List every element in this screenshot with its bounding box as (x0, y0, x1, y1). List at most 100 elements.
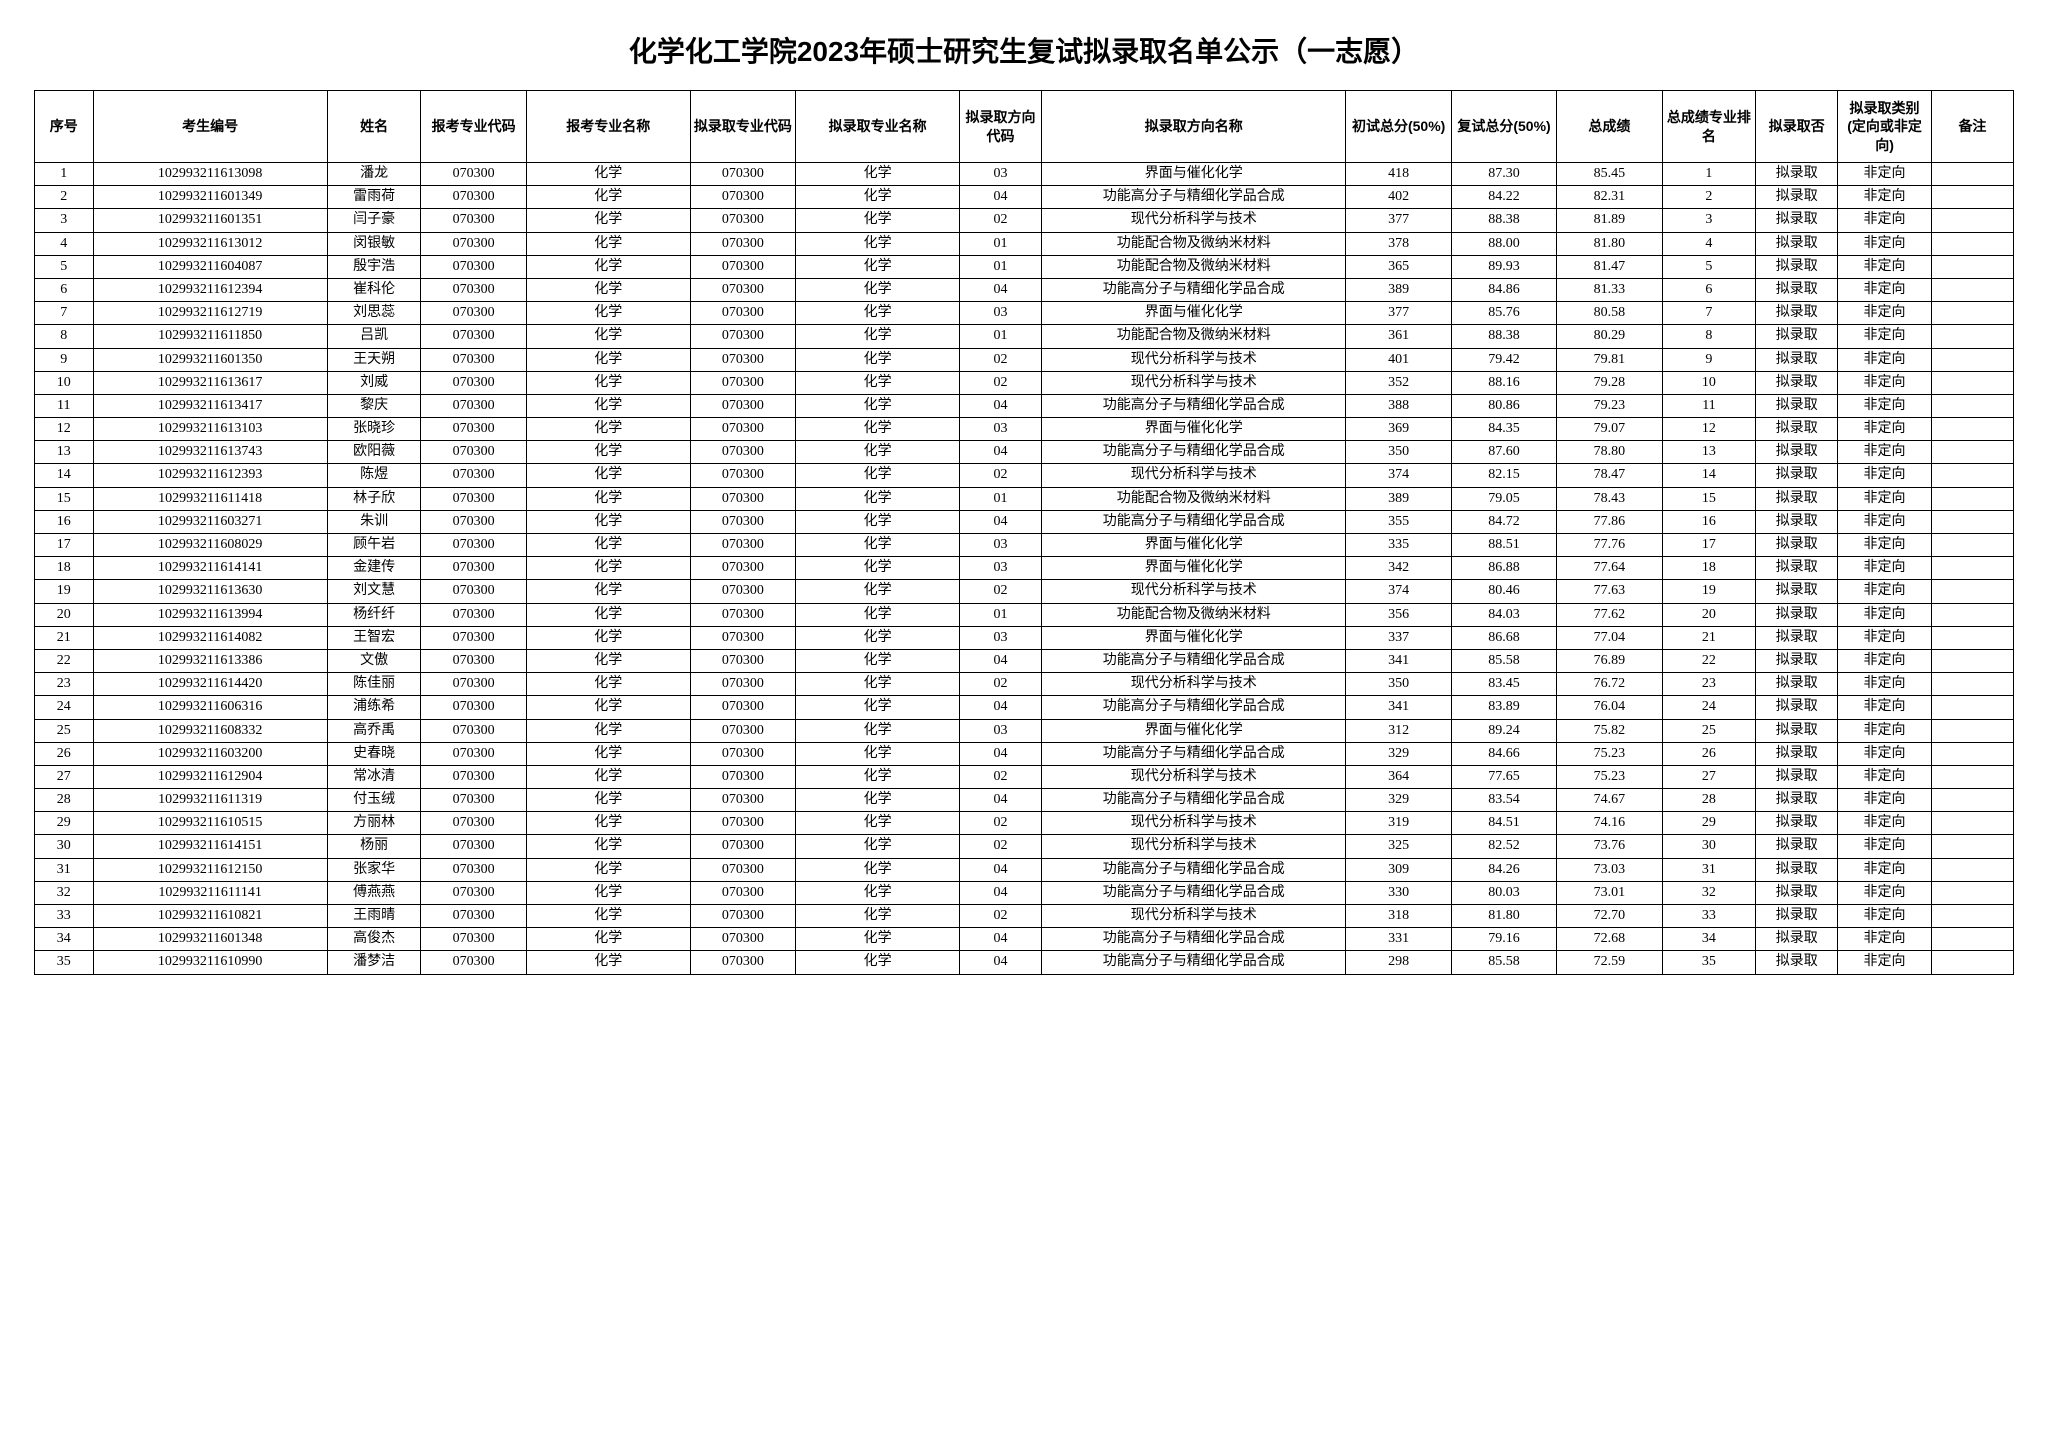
table-cell: 10 (1662, 371, 1756, 394)
table-cell: 331 (1346, 928, 1451, 951)
table-body: 1102993211613098潘龙070300化学070300化学03界面与催… (35, 163, 2014, 975)
table-cell: 化学 (796, 858, 960, 881)
table-cell: 傅燕燕 (327, 881, 421, 904)
table-cell: 04 (960, 441, 1042, 464)
table-cell: 功能配合物及微纳米材料 (1042, 232, 1346, 255)
table-cell: 化学 (796, 603, 960, 626)
table-cell: 070300 (421, 649, 526, 672)
table-cell (1931, 649, 2013, 672)
table-cell: 070300 (421, 905, 526, 928)
table-cell: 32 (35, 881, 94, 904)
table-cell: 070300 (421, 209, 526, 232)
table-cell: 界面与催化化学 (1042, 534, 1346, 557)
table-cell: 01 (960, 603, 1042, 626)
table-cell: 070300 (690, 626, 795, 649)
column-header: 姓名 (327, 91, 421, 163)
table-cell: 化学 (526, 302, 690, 325)
table-cell: 102993211613743 (93, 441, 327, 464)
table-row: 8102993211611850吕凯070300化学070300化学01功能配合… (35, 325, 2014, 348)
table-cell: 102993211603271 (93, 510, 327, 533)
table-cell: 070300 (421, 881, 526, 904)
table-cell: 非定向 (1838, 325, 1932, 348)
table-cell: 02 (960, 348, 1042, 371)
table-cell: 化学 (526, 580, 690, 603)
table-cell: 102993211606316 (93, 696, 327, 719)
table-cell: 298 (1346, 951, 1451, 974)
table-cell: 74.67 (1557, 789, 1662, 812)
table-row: 13102993211613743欧阳薇070300化学070300化学04功能… (35, 441, 2014, 464)
table-cell: 77.76 (1557, 534, 1662, 557)
table-cell: 化学 (526, 418, 690, 441)
table-cell: 070300 (690, 789, 795, 812)
table-cell: 界面与催化化学 (1042, 163, 1346, 186)
table-cell (1931, 186, 2013, 209)
table-cell: 拟录取 (1756, 673, 1838, 696)
table-cell: 01 (960, 255, 1042, 278)
table-cell: 24 (35, 696, 94, 719)
table-cell: 352 (1346, 371, 1451, 394)
table-cell: 拟录取 (1756, 557, 1838, 580)
table-cell: 070300 (421, 719, 526, 742)
table-cell: 潘梦洁 (327, 951, 421, 974)
table-cell: 03 (960, 534, 1042, 557)
table-cell: 070300 (421, 580, 526, 603)
table-cell: 非定向 (1838, 186, 1932, 209)
table-cell: 73.01 (1557, 881, 1662, 904)
table-cell: 070300 (690, 186, 795, 209)
table-cell: 非定向 (1838, 649, 1932, 672)
column-header: 报考专业代码 (421, 91, 526, 163)
table-cell: 化学 (526, 649, 690, 672)
table-cell: 377 (1346, 209, 1451, 232)
table-cell: 界面与催化化学 (1042, 719, 1346, 742)
table-cell: 02 (960, 812, 1042, 835)
table-cell: 黎庆 (327, 394, 421, 417)
table-cell: 070300 (690, 742, 795, 765)
table-cell: 102993211601349 (93, 186, 327, 209)
table-cell: 75.82 (1557, 719, 1662, 742)
table-cell: 02 (960, 905, 1042, 928)
table-cell: 17 (1662, 534, 1756, 557)
table-cell: 史春晓 (327, 742, 421, 765)
table-cell: 72.59 (1557, 951, 1662, 974)
table-cell: 77.04 (1557, 626, 1662, 649)
table-cell: 拟录取 (1756, 928, 1838, 951)
table-cell: 闵银敏 (327, 232, 421, 255)
table-cell: 拟录取 (1756, 951, 1838, 974)
table-cell: 非定向 (1838, 742, 1932, 765)
table-cell: 85.76 (1451, 302, 1556, 325)
table-cell: 28 (1662, 789, 1756, 812)
table-cell: 化学 (796, 186, 960, 209)
table-cell (1931, 418, 2013, 441)
table-cell: 21 (35, 626, 94, 649)
table-cell: 朱训 (327, 510, 421, 533)
table-cell: 21 (1662, 626, 1756, 649)
table-cell: 82.52 (1451, 835, 1556, 858)
table-cell: 王智宏 (327, 626, 421, 649)
table-cell: 化学 (526, 232, 690, 255)
table-cell: 070300 (421, 232, 526, 255)
table-cell: 377 (1346, 302, 1451, 325)
table-cell: 化学 (526, 464, 690, 487)
table-cell: 355 (1346, 510, 1451, 533)
table-cell: 04 (960, 394, 1042, 417)
table-cell: 化学 (796, 951, 960, 974)
table-cell (1931, 441, 2013, 464)
table-cell: 77.65 (1451, 765, 1556, 788)
table-cell: 102993211613630 (93, 580, 327, 603)
table-cell: 102993211612719 (93, 302, 327, 325)
table-cell: 化学 (796, 649, 960, 672)
table-cell: 化学 (526, 534, 690, 557)
table-cell: 82.31 (1557, 186, 1662, 209)
table-cell: 16 (35, 510, 94, 533)
table-cell: 070300 (690, 209, 795, 232)
table-cell: 070300 (690, 557, 795, 580)
table-row: 1102993211613098潘龙070300化学070300化学03界面与催… (35, 163, 2014, 186)
table-row: 9102993211601350王天朔070300化学070300化学02现代分… (35, 348, 2014, 371)
column-header: 拟录取类别(定向或非定向) (1838, 91, 1932, 163)
table-cell: 19 (35, 580, 94, 603)
table-cell: 拟录取 (1756, 487, 1838, 510)
table-cell: 17 (35, 534, 94, 557)
table-cell: 化学 (796, 789, 960, 812)
table-cell: 殷宇浩 (327, 255, 421, 278)
table-cell: 拟录取 (1756, 626, 1838, 649)
